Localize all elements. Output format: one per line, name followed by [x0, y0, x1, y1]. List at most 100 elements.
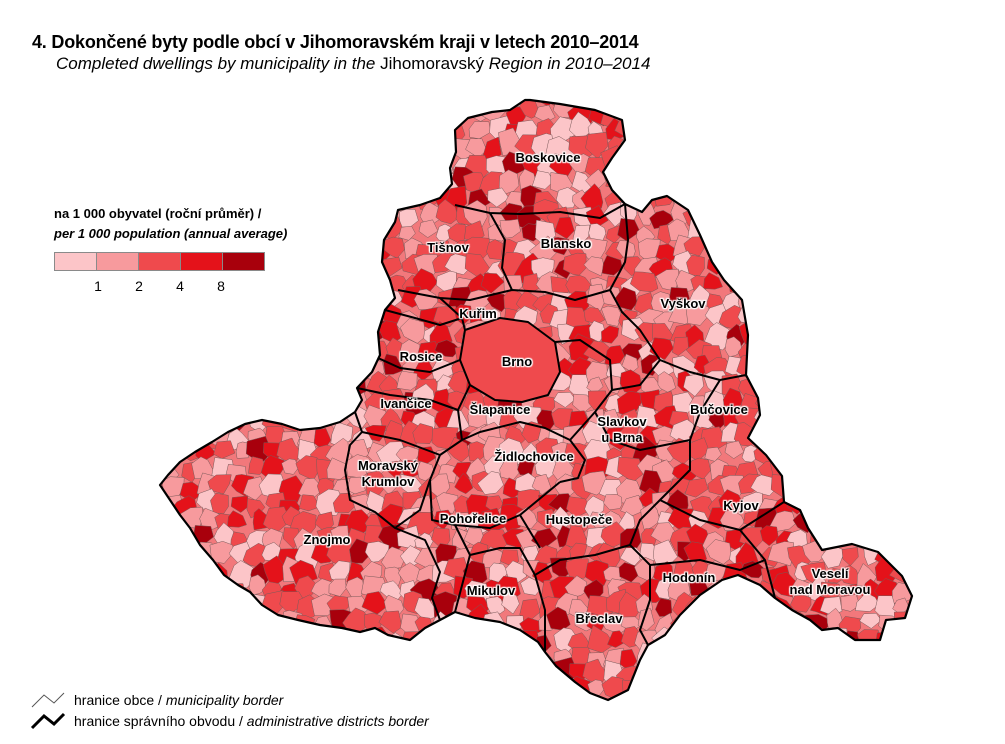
municipality-polygon: [890, 677, 912, 700]
municipality-polygon: [501, 646, 530, 671]
municipality-polygon: [757, 220, 775, 237]
municipality-polygon: [398, 170, 423, 195]
municipality-polygon: [209, 307, 239, 335]
municipality-polygon: [294, 392, 322, 414]
municipality-polygon: [690, 681, 710, 700]
municipality-polygon: [282, 290, 305, 308]
municipality-polygon: [383, 100, 406, 121]
municipality-polygon: [162, 320, 183, 343]
district-border-line: [361, 431, 441, 456]
district-border-line: [659, 499, 785, 531]
municipality-polygon: [901, 118, 912, 137]
municipality-polygon: [774, 662, 794, 683]
municipality-polygon: [908, 648, 912, 672]
municipality-polygon: [174, 308, 204, 333]
municipality-polygon: [841, 492, 868, 518]
municipality-polygon: [177, 139, 201, 161]
legend-title-cz: na 1 000 obyvatel (roční průměr) /: [54, 206, 262, 221]
municipality-polygon: [379, 132, 408, 157]
municipality-polygon: [785, 100, 810, 128]
municipality-polygon: [161, 426, 183, 446]
municipality-polygon: [761, 651, 779, 667]
municipality-polygon: [447, 677, 471, 700]
municipality-polygon: [826, 168, 848, 187]
municipality-polygon: [882, 273, 912, 300]
municipality-polygon: [245, 643, 269, 665]
municipality-polygon: [217, 592, 237, 613]
municipality-polygon: [874, 631, 897, 657]
municipality-polygon: [232, 644, 252, 669]
municipality-polygon: [531, 170, 554, 190]
municipality-polygon: [333, 140, 352, 160]
municipality-polygon: [160, 456, 165, 480]
municipality-polygon: [913, 101, 931, 124]
municipality-polygon: [852, 265, 879, 292]
municipality-polygon: [656, 647, 681, 673]
municipality-polygon: [378, 610, 403, 634]
municipality-polygon: [809, 102, 832, 125]
municipality-polygon: [243, 336, 266, 358]
municipality-polygon: [686, 609, 713, 632]
municipality-polygon: [786, 340, 809, 361]
municipality-polygon: [212, 633, 233, 649]
district-label: Mikulov: [466, 583, 516, 598]
municipality-polygon: [769, 289, 793, 313]
municipality-polygon: [733, 118, 759, 146]
municipality-polygon: [795, 424, 816, 446]
municipality-polygon: [220, 114, 249, 144]
municipality-polygon: [892, 504, 912, 533]
municipality-polygon: [431, 136, 456, 162]
municipality-polygon: [868, 645, 894, 672]
municipality-polygon: [875, 406, 897, 427]
district-border-line: [534, 574, 546, 652]
municipality-polygon: [885, 256, 910, 283]
municipality-polygon: [361, 122, 385, 145]
legend-swatch-5: [222, 252, 265, 271]
legend-municipality-border: hranice obce / municipality border: [30, 690, 283, 710]
municipality-polygon: [894, 541, 912, 564]
municipality-polygon: [361, 287, 389, 313]
municipality-polygon: [501, 662, 523, 684]
municipality-polygon: [467, 647, 489, 667]
municipality-polygon: [793, 444, 815, 463]
district-label: Blansko: [540, 236, 592, 251]
municipality-polygon: [754, 237, 780, 266]
municipality-polygon: [235, 358, 258, 384]
municipality-polygon: [160, 530, 179, 555]
municipality-polygon: [840, 222, 861, 240]
municipality-polygon: [885, 458, 912, 485]
municipality-polygon: [703, 272, 723, 290]
municipality-polygon: [845, 431, 866, 448]
municipality-polygons: [160, 100, 931, 700]
municipality-polygon: [181, 609, 200, 631]
municipality-polygon: [826, 255, 852, 278]
municipality-polygon: [792, 288, 813, 307]
municipality-polygon: [755, 353, 782, 377]
municipality-polygon: [653, 660, 675, 685]
municipality-polygon: [360, 268, 383, 294]
municipality-polygon: [176, 561, 200, 581]
municipality-polygon: [160, 661, 163, 681]
municipality-polygon: [770, 441, 791, 464]
municipality-polygon: [910, 676, 912, 700]
municipality-polygon: [213, 440, 236, 459]
municipality-polygon: [160, 426, 165, 450]
municipality-polygon: [805, 240, 831, 262]
municipality-polygon: [257, 154, 282, 184]
municipality-polygon: [853, 286, 886, 313]
municipality-polygon: [298, 102, 318, 123]
municipality-polygon: [783, 642, 807, 670]
district-border-line: [454, 440, 691, 576]
municipality-polygon: [345, 208, 368, 232]
municipality-polygon: [619, 100, 643, 108]
municipality-polygon: [873, 188, 898, 214]
municipality-polygon: [240, 385, 265, 410]
municipality-polygon: [720, 120, 742, 138]
legend-color-scale: [54, 252, 265, 271]
municipality-polygon: [752, 199, 778, 225]
municipality-polygon: [329, 100, 349, 109]
municipality-polygon: [875, 421, 905, 450]
municipality-border-cz: hranice obce /: [74, 692, 162, 708]
municipality-polygon: [856, 497, 878, 521]
municipality-polygon: [173, 152, 196, 174]
